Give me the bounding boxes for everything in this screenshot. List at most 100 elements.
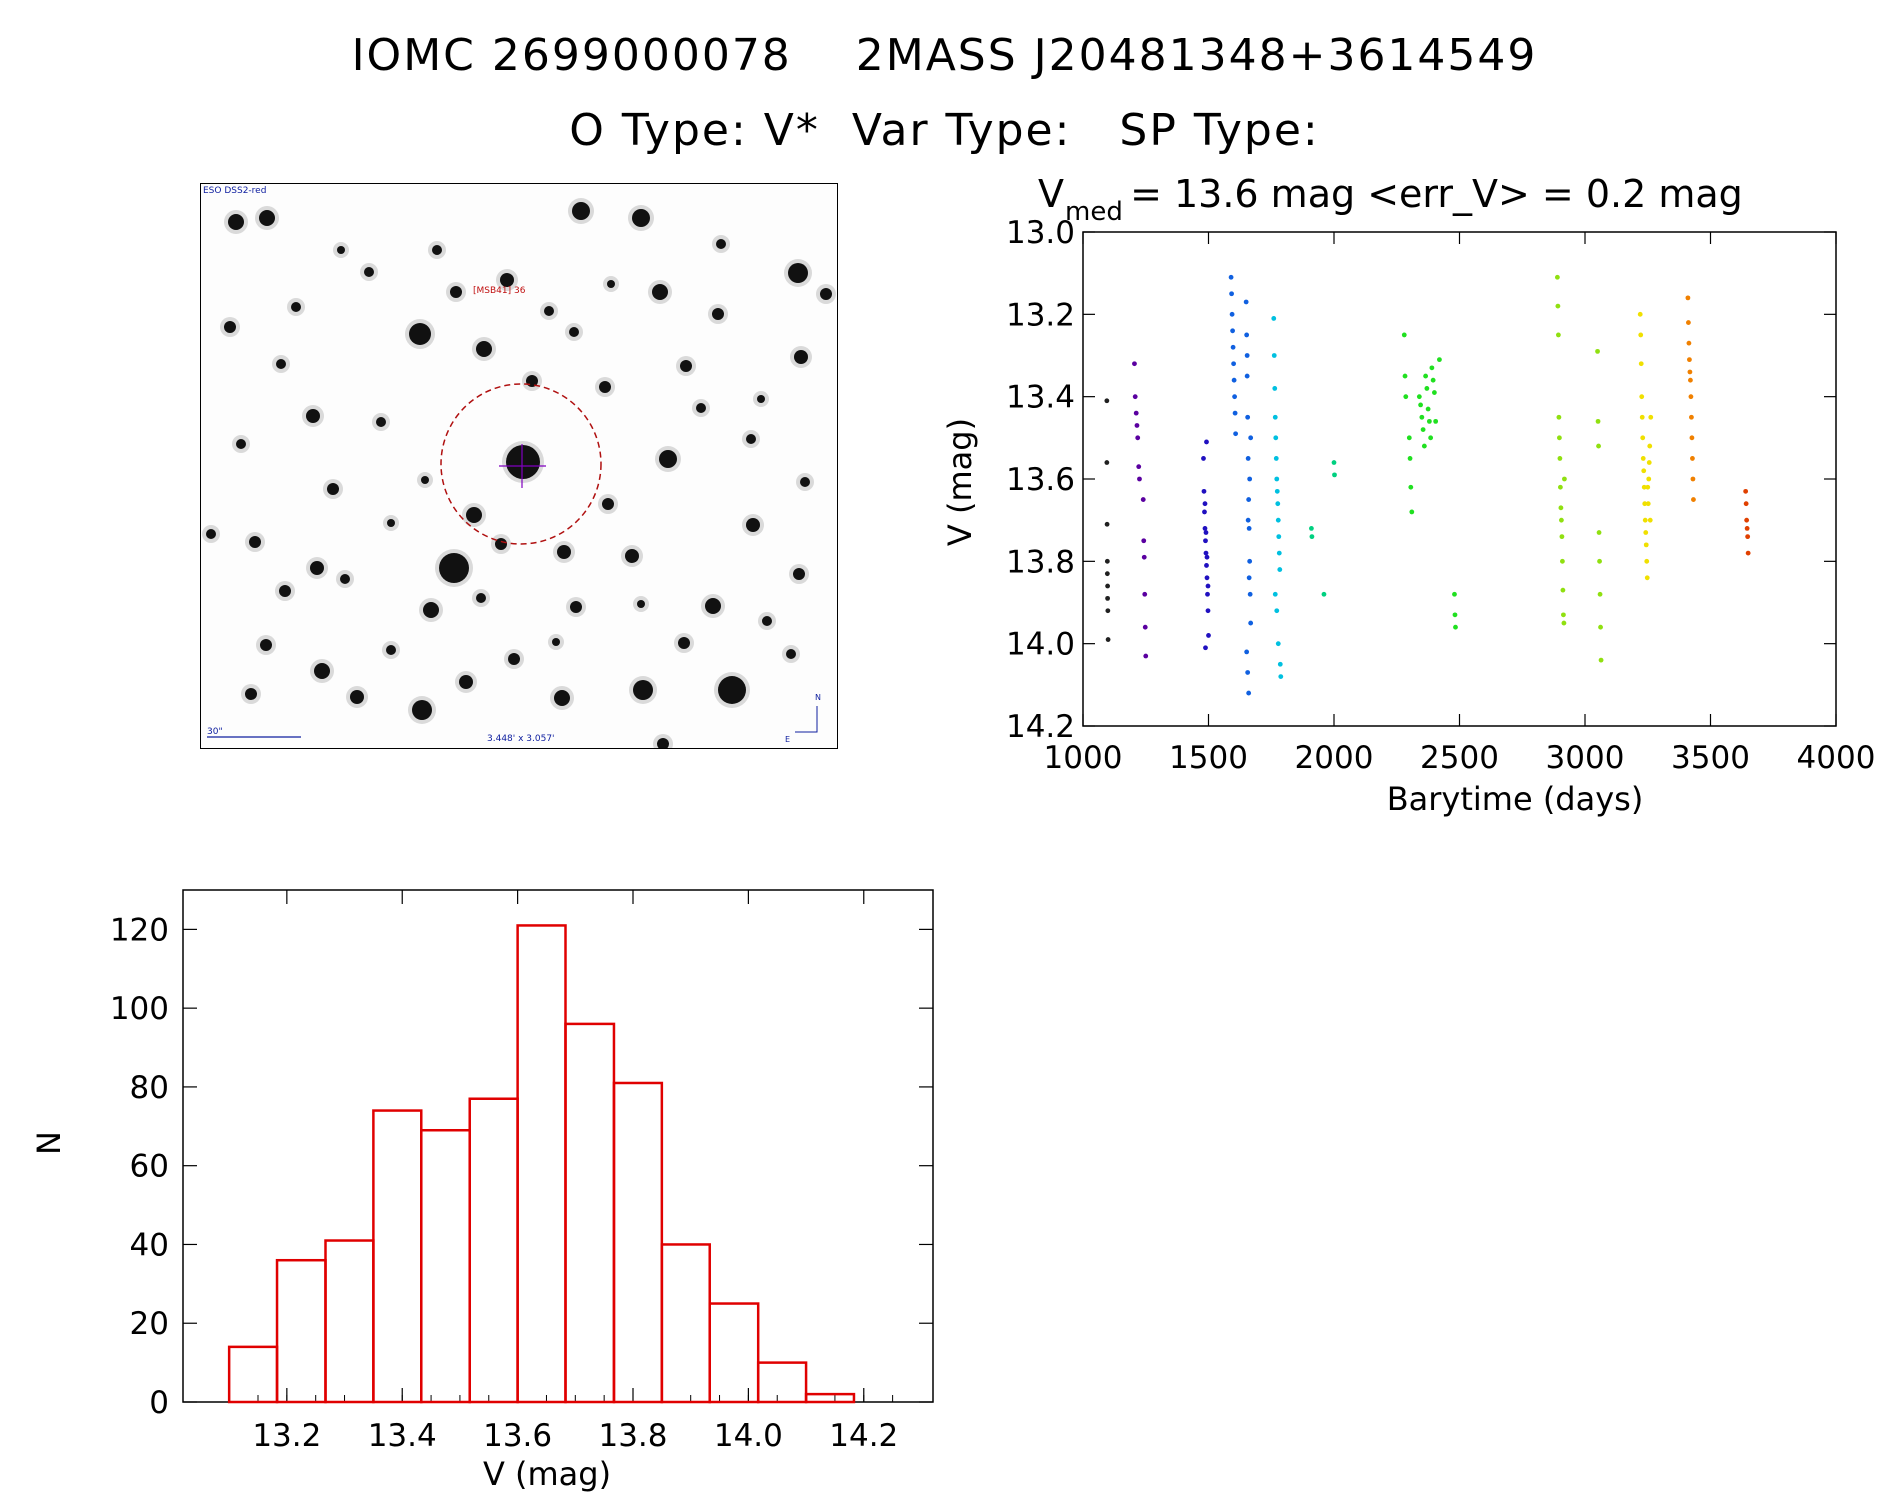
star	[423, 602, 439, 618]
lc-point	[1433, 418, 1439, 424]
hist-ytick-label: 100	[110, 991, 169, 1027]
star	[224, 321, 236, 333]
lc-point	[1597, 591, 1603, 597]
lc-point	[1555, 303, 1561, 309]
lc-point	[1204, 575, 1210, 581]
lc-point	[1272, 386, 1278, 391]
lc-point	[1142, 591, 1148, 597]
lc-point	[1647, 517, 1653, 523]
lc-point	[1408, 484, 1414, 490]
star	[793, 568, 805, 580]
star	[412, 700, 432, 720]
lc-point	[1560, 587, 1566, 593]
star	[260, 639, 272, 651]
lc-point	[1561, 612, 1566, 618]
lc-point	[1321, 591, 1327, 597]
star	[466, 507, 482, 523]
lc-point	[1638, 361, 1644, 367]
lc-point	[1641, 468, 1647, 474]
lc-point	[1644, 575, 1650, 581]
compass-arrows	[795, 706, 818, 733]
lc-point	[1641, 484, 1647, 490]
lc-xtick-label: 2000	[1295, 740, 1374, 776]
hist-bar	[708, 1302, 760, 1404]
lc-point	[1426, 418, 1432, 424]
lc-point	[1562, 476, 1567, 482]
lc-point	[1407, 456, 1413, 461]
lc-point	[1272, 591, 1278, 597]
star	[259, 210, 275, 226]
lc-point	[1744, 526, 1750, 531]
hist-xlabel: V (mag)	[483, 1455, 611, 1493]
lc-point	[1745, 534, 1751, 540]
lc-point	[1560, 558, 1565, 564]
lc-point	[1203, 645, 1208, 651]
lc-point	[1452, 591, 1457, 597]
hist-plot-frame	[182, 889, 934, 1403]
lc-point	[1597, 558, 1602, 564]
lc-point	[1228, 274, 1234, 280]
lc-plot-frame	[1082, 231, 1837, 727]
star	[637, 600, 645, 608]
star	[800, 477, 810, 487]
lc-point	[1272, 414, 1278, 420]
star	[625, 549, 639, 563]
hist-xtick-label: 13.6	[483, 1418, 552, 1454]
star	[746, 434, 756, 444]
star	[657, 738, 669, 748]
lc-point	[1453, 624, 1458, 630]
hist-bar	[564, 1022, 616, 1404]
lc-point	[1557, 456, 1563, 461]
lc-point	[1744, 517, 1750, 523]
star	[337, 246, 345, 254]
lc-ytick-label: 13.0	[1006, 215, 1075, 251]
lc-point	[1596, 443, 1601, 449]
lc-point	[1331, 460, 1337, 465]
lc-point	[1639, 394, 1645, 400]
hist-bar	[227, 1345, 279, 1404]
lc-point	[1203, 530, 1209, 535]
star	[387, 519, 395, 527]
lc-point	[1646, 460, 1652, 465]
star	[386, 645, 396, 655]
star	[291, 302, 301, 312]
lc-point	[1105, 595, 1110, 601]
lc-point	[1231, 361, 1236, 367]
hist-xtick-label: 13.2	[252, 1418, 321, 1454]
lc-point	[1743, 488, 1749, 494]
hist-bar	[275, 1258, 327, 1404]
lc-point	[1274, 476, 1280, 482]
hist-bar	[468, 1097, 519, 1404]
lc-xtick-label: 1500	[1169, 740, 1248, 776]
survey-label: ESO DSS2-red	[203, 186, 266, 196]
lc-point	[1135, 435, 1141, 441]
lc-point	[1277, 567, 1283, 572]
lc-point	[1687, 357, 1692, 363]
star	[306, 409, 320, 423]
lc-xtick-label: 1000	[1044, 740, 1123, 776]
star	[432, 245, 442, 255]
lc-point	[1132, 361, 1137, 367]
title-med: med	[1065, 197, 1123, 227]
hist-ytick-label: 60	[130, 1149, 169, 1185]
lc-ylabel: V (mag)	[941, 418, 979, 546]
lc-point	[1430, 377, 1436, 383]
lc-xlabel: Barytime (days)	[1387, 780, 1644, 818]
lc-point	[1595, 418, 1601, 424]
star	[633, 680, 653, 700]
lc-point	[1309, 534, 1315, 540]
object-title: IOMC 2699000078 2MASS J20481348+3614549	[351, 30, 1538, 81]
star	[476, 593, 486, 603]
star	[716, 239, 726, 249]
lc-point	[1402, 373, 1408, 379]
lc-point	[1640, 456, 1646, 461]
lc-point	[1244, 649, 1250, 655]
lc-point	[1556, 414, 1562, 420]
source-label: [MSB41] 36	[473, 286, 526, 296]
lc-point	[1556, 435, 1562, 441]
lc-point	[1246, 497, 1252, 502]
lc-point	[1229, 291, 1234, 297]
star	[552, 638, 560, 646]
lc-point	[1246, 575, 1252, 581]
star	[206, 529, 216, 539]
